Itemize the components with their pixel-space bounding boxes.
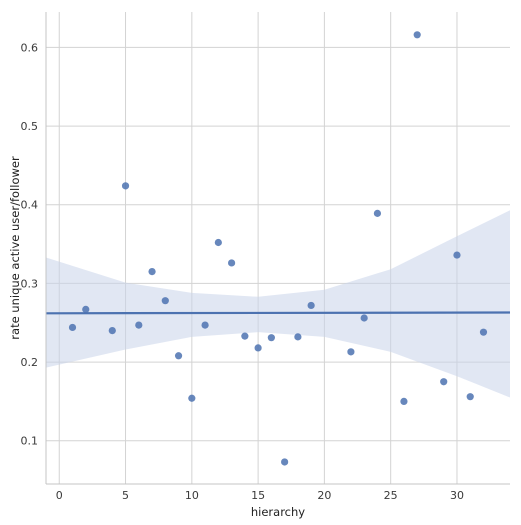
tick-labels: 0 5 10 15 20 25 30 0.1 0.2 0.3 0.4 0.5 0.6: [21, 41, 464, 502]
x-tick-label: 20: [317, 489, 331, 502]
axes-spines: [45, 12, 510, 485]
x-tick-label: 10: [185, 489, 199, 502]
confidence-band: [46, 210, 510, 398]
data-point: [453, 251, 461, 259]
data-point: [281, 458, 289, 466]
data-point: [82, 305, 90, 313]
data-point: [228, 259, 236, 267]
data-point: [347, 348, 355, 356]
y-tick-label: 0.3: [21, 277, 39, 290]
x-axis-label: hierarchy: [251, 505, 305, 519]
x-tick-label: 15: [251, 489, 265, 502]
data-point: [214, 238, 222, 247]
data-point: [254, 344, 262, 352]
data-point: [267, 334, 275, 342]
x-tick-label: 30: [450, 489, 464, 502]
data-point: [201, 321, 209, 329]
y-axis-label: rate unique active user/follower: [8, 156, 22, 340]
data-point: [68, 323, 77, 332]
y-tick-label: 0.2: [21, 356, 39, 369]
y-tick-label: 0.6: [21, 41, 39, 54]
data-point: [161, 297, 169, 305]
y-tick-label: 0.4: [21, 199, 39, 212]
data-point: [121, 182, 130, 190]
x-tick-label: 0: [56, 489, 63, 502]
data-point: [148, 268, 156, 276]
data-point: [373, 209, 382, 217]
data-point: [479, 328, 488, 336]
data-point: [307, 301, 315, 310]
x-tick-label: 5: [122, 489, 129, 502]
y-tick-label: 0.1: [21, 435, 39, 448]
data-point: [360, 314, 368, 322]
data-point: [108, 327, 116, 335]
confidence-band-layer: [46, 210, 510, 398]
data-point: [174, 352, 183, 360]
data-point: [135, 321, 143, 329]
data-point: [188, 394, 196, 402]
x-tick-label: 25: [384, 489, 398, 502]
data-point: [241, 332, 249, 340]
data-point: [466, 393, 474, 401]
data-point: [440, 378, 448, 386]
regression-line: [45, 311, 511, 315]
data-point: [294, 333, 302, 341]
data-point: [400, 397, 408, 405]
data-point: [413, 31, 421, 39]
data-points: [68, 31, 488, 466]
regression-line-layer: [45, 311, 511, 315]
y-tick-label: 0.5: [21, 120, 39, 133]
